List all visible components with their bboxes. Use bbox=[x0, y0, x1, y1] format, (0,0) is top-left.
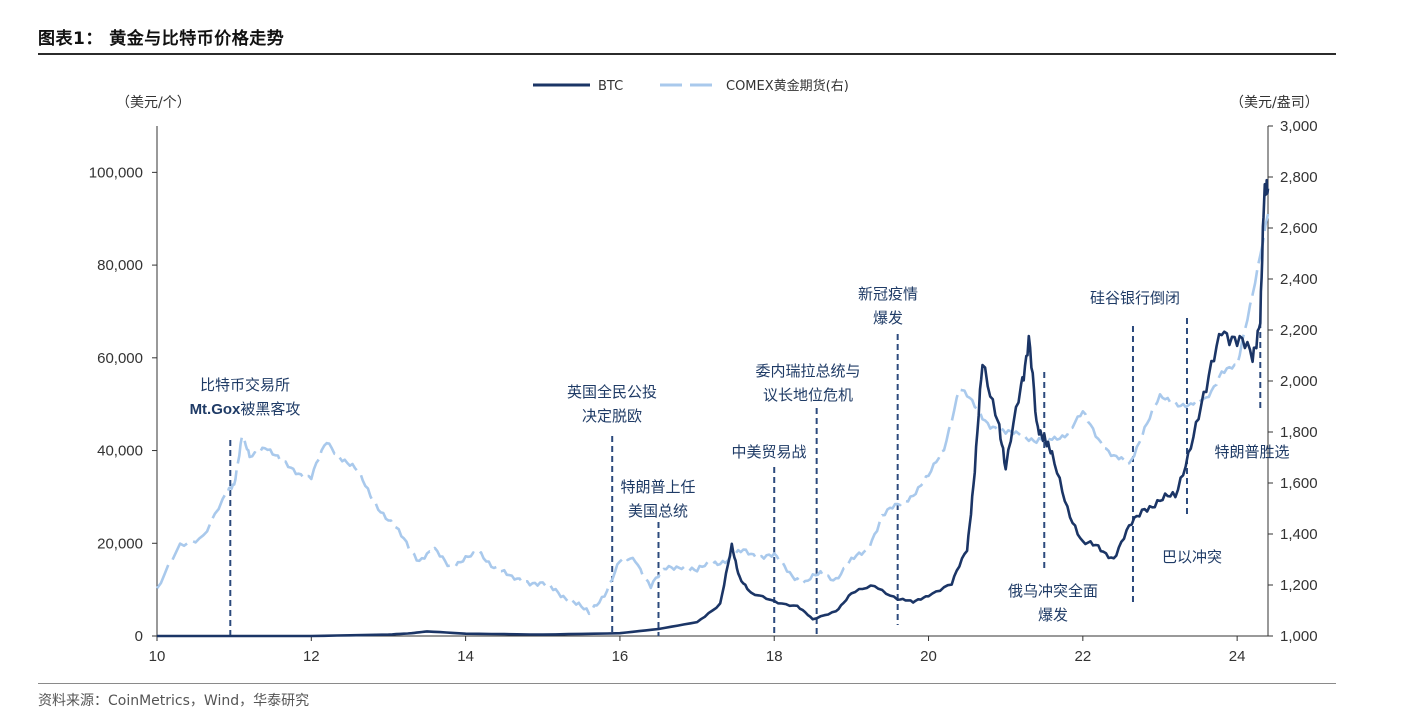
event-annotation-text: 美国总统 bbox=[628, 502, 688, 520]
right-tick-label: 1,000 bbox=[1280, 628, 1318, 645]
x-tick-label: 10 bbox=[149, 648, 166, 665]
x-tick-label: 24 bbox=[1229, 648, 1246, 665]
event-annotation-text: 委内瑞拉总统与 bbox=[755, 362, 860, 380]
legend-btc-label: BTC bbox=[598, 79, 623, 94]
left-tick-label: 80,000 bbox=[97, 257, 143, 274]
gold-series-line bbox=[155, 213, 1270, 616]
x-tick-label: 12 bbox=[303, 648, 320, 665]
legend: BTC COMEX黄金期货(右) bbox=[533, 78, 849, 94]
right-tick-label: 2,200 bbox=[1280, 322, 1318, 339]
left-tick-label: 20,000 bbox=[97, 535, 143, 552]
left-tick-label: 60,000 bbox=[97, 350, 143, 367]
x-tick-label: 22 bbox=[1074, 648, 1091, 665]
right-tick-label: 2,800 bbox=[1280, 169, 1318, 186]
x-tick-label: 18 bbox=[766, 648, 783, 665]
event-annotation-text: 特朗普上任 bbox=[620, 478, 695, 496]
legend-gold-label: COMEX黄金期货(右) bbox=[726, 78, 849, 94]
right-tick-label: 1,200 bbox=[1280, 577, 1318, 594]
top-rule bbox=[38, 53, 1336, 55]
bottom-rule bbox=[38, 683, 1336, 684]
event-annotation-text: 决定脱欧 bbox=[582, 407, 642, 425]
x-tick-label: 16 bbox=[612, 648, 629, 665]
event-annotation-text: 硅谷银行倒闭 bbox=[1090, 289, 1180, 307]
event-annotation-text: 巴以冲突 bbox=[1162, 548, 1222, 566]
right-tick-label: 1,800 bbox=[1280, 424, 1318, 441]
source-note: 资料来源：CoinMetrics，Wind，华泰研究 bbox=[38, 693, 310, 709]
event-annotation-text: 爆发 bbox=[873, 309, 903, 327]
right-tick-label: 2,600 bbox=[1280, 220, 1318, 237]
right-tick-label: 1,400 bbox=[1280, 526, 1318, 543]
right-tick-label: 3,000 bbox=[1280, 118, 1318, 135]
chart-title: 图表1： 黄金与比特币价格走势 bbox=[38, 29, 285, 49]
right-tick-label: 2,000 bbox=[1280, 373, 1318, 390]
event-annotation-text: 爆发 bbox=[1038, 606, 1068, 624]
event-annotation-text: 中美贸易战 bbox=[731, 443, 806, 461]
event-annotation-text: 俄乌冲突全面 bbox=[1008, 582, 1098, 600]
event-annotation-text: Mt.Gox被黑客攻 bbox=[190, 400, 301, 418]
x-tick-label: 20 bbox=[920, 648, 937, 665]
left-tick-label: 100,000 bbox=[89, 164, 143, 181]
event-annotation-text: 比特币交易所 bbox=[200, 376, 290, 394]
left-axis-unit: （美元/个） bbox=[116, 95, 191, 111]
right-axis-unit: （美元/盎司） bbox=[1230, 95, 1319, 111]
right-tick-label: 1,600 bbox=[1280, 475, 1318, 492]
event-annotation-text: 议长地位危机 bbox=[763, 386, 853, 404]
right-tick-label: 2,400 bbox=[1280, 271, 1318, 288]
event-annotation-text: 特朗普胜选 bbox=[1214, 443, 1289, 461]
left-tick-label: 40,000 bbox=[97, 443, 143, 460]
x-tick-label: 14 bbox=[457, 648, 474, 665]
left-tick-label: 0 bbox=[135, 628, 143, 645]
btc-series-line bbox=[157, 178, 1270, 638]
event-annotation-text: 新冠疫情 bbox=[858, 285, 918, 303]
event-annotation-text: 英国全民公投 bbox=[567, 383, 657, 401]
